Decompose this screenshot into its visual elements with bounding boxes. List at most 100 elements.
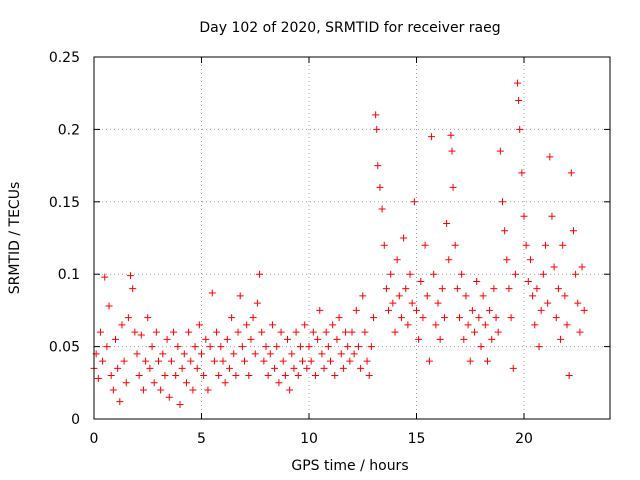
- data-point: [307, 357, 315, 365]
- data-point: [526, 256, 534, 264]
- data-point: [210, 357, 218, 365]
- data-points: [90, 79, 588, 409]
- data-point: [428, 133, 436, 141]
- data-point: [393, 256, 401, 264]
- data-point: [103, 343, 111, 351]
- data-point: [483, 357, 491, 365]
- data-point: [131, 328, 139, 336]
- data-point: [440, 314, 448, 322]
- data-point: [382, 285, 390, 293]
- y-tick-label: 0.05: [49, 340, 80, 356]
- data-point: [185, 328, 193, 336]
- data-point: [574, 299, 582, 307]
- data-point: [481, 321, 489, 329]
- data-point: [251, 350, 259, 358]
- data-point: [505, 285, 513, 293]
- data-point: [490, 285, 498, 293]
- data-point: [324, 343, 332, 351]
- data-point: [389, 299, 397, 307]
- data-point: [290, 364, 298, 372]
- data-point: [346, 357, 354, 365]
- data-point: [200, 372, 208, 380]
- data-point: [524, 277, 532, 285]
- data-point: [509, 364, 517, 372]
- data-point: [415, 335, 423, 343]
- data-point: [559, 241, 567, 249]
- data-point: [554, 285, 562, 293]
- data-point: [137, 331, 145, 339]
- data-point: [157, 386, 165, 394]
- data-point: [434, 299, 442, 307]
- data-point: [425, 357, 433, 365]
- data-point: [550, 263, 558, 271]
- y-tick-label: 0: [71, 412, 80, 428]
- data-point: [165, 393, 173, 401]
- data-point: [572, 270, 580, 278]
- data-point: [148, 343, 156, 351]
- data-point: [370, 314, 377, 322]
- data-point: [301, 321, 309, 329]
- y-axis-label: SRMTID / TECUs: [7, 182, 23, 295]
- data-point: [155, 357, 162, 365]
- y-tick-label: 0.1: [58, 267, 80, 283]
- data-point: [515, 96, 523, 104]
- data-point: [189, 386, 197, 394]
- data-point: [260, 357, 268, 365]
- data-point: [107, 372, 115, 380]
- data-point: [292, 328, 300, 336]
- x-tick-label: 0: [90, 431, 99, 447]
- data-point: [208, 289, 216, 297]
- data-point: [116, 398, 124, 406]
- data-point: [486, 306, 494, 314]
- data-point: [221, 379, 229, 387]
- data-point: [172, 372, 180, 380]
- data-point: [152, 328, 160, 336]
- data-point: [565, 372, 573, 380]
- data-point: [400, 234, 408, 242]
- data-point: [531, 321, 539, 329]
- data-point: [249, 314, 257, 322]
- y-tick-label: 0.15: [49, 195, 80, 211]
- x-tick-label: 15: [408, 431, 426, 447]
- data-point: [460, 335, 468, 343]
- data-point: [522, 241, 530, 249]
- data-point: [217, 343, 225, 351]
- data-point: [410, 198, 418, 206]
- data-point: [182, 379, 190, 387]
- data-point: [520, 212, 528, 220]
- y-tick-label: 0.25: [49, 50, 80, 66]
- axis-ticks: 0 5 10 15 20 0 0.05 0.1 0.15 0.2 0.25: [49, 50, 610, 447]
- data-point: [180, 350, 188, 358]
- data-point: [118, 321, 126, 329]
- data-point: [322, 328, 330, 336]
- data-point: [496, 147, 504, 155]
- data-point: [286, 386, 294, 394]
- data-point: [359, 292, 367, 300]
- data-point: [294, 372, 302, 380]
- data-point: [378, 205, 386, 213]
- data-point: [161, 372, 169, 380]
- data-point: [198, 350, 205, 358]
- data-point: [305, 343, 313, 351]
- data-point: [456, 314, 463, 322]
- data-point: [471, 328, 479, 336]
- gridlines: [94, 57, 610, 419]
- data-point: [529, 292, 537, 300]
- data-point: [271, 364, 279, 372]
- data-point: [477, 343, 485, 351]
- data-point: [352, 306, 360, 314]
- data-point: [537, 306, 545, 314]
- data-point: [223, 335, 231, 343]
- data-point: [448, 147, 456, 155]
- data-point: [335, 314, 343, 322]
- x-tick-label: 20: [515, 431, 533, 447]
- data-point: [288, 350, 296, 358]
- data-point: [438, 285, 446, 293]
- data-point: [507, 314, 515, 322]
- data-point: [238, 343, 246, 351]
- data-point: [333, 335, 341, 343]
- data-point: [473, 277, 481, 285]
- data-point: [451, 241, 459, 249]
- data-point: [475, 314, 483, 322]
- data-point: [494, 328, 502, 336]
